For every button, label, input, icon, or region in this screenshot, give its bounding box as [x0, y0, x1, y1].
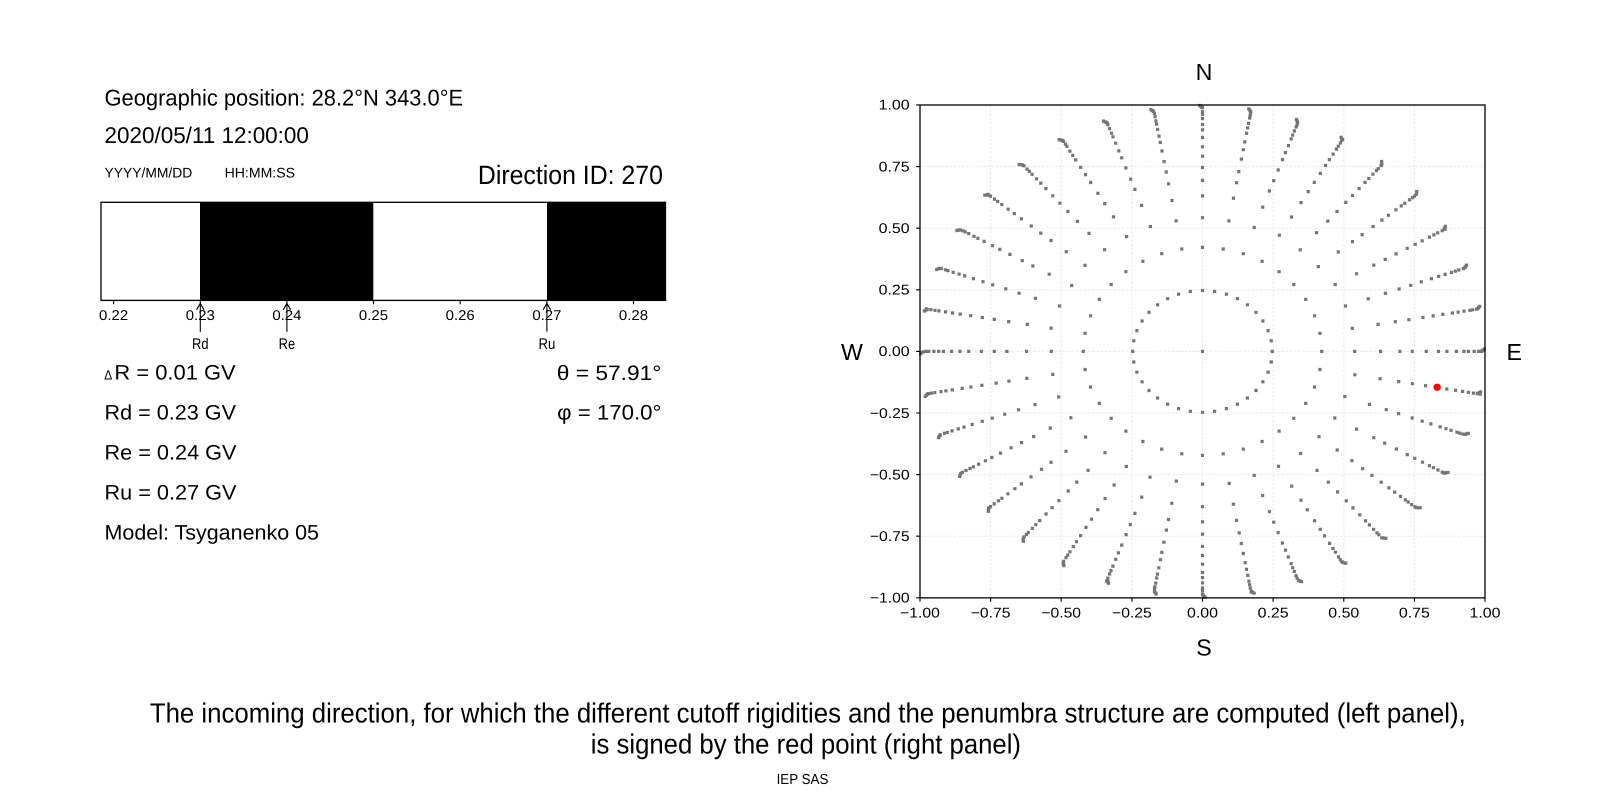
svg-text:HH:MM:SS: HH:MM:SS	[225, 165, 295, 181]
svg-text:Model: Tsyganenko 05: Model: Tsyganenko 05	[105, 522, 320, 545]
svg-text:−0.50: −0.50	[870, 467, 910, 483]
svg-text:−0.75: −0.75	[870, 529, 910, 545]
svg-text:N: N	[1196, 59, 1213, 85]
svg-text:0.28: 0.28	[619, 308, 648, 324]
svg-text:0.75: 0.75	[879, 159, 910, 175]
svg-text:θ = 57.91°: θ = 57.91°	[557, 362, 662, 385]
svg-text:−1.00: −1.00	[870, 591, 910, 607]
svg-text:YYYY/MM/DD: YYYY/MM/DD	[105, 165, 193, 181]
svg-text:Re = 0.24 GV: Re = 0.24 GV	[105, 442, 237, 465]
svg-text:−0.75: −0.75	[971, 605, 1011, 621]
svg-text:Ru: Ru	[539, 336, 556, 353]
svg-text:2020/05/11 12:00:00: 2020/05/11 12:00:00	[105, 122, 309, 148]
svg-text:is signed by the red point (ri: is signed by the red point (right panel)	[591, 729, 1021, 760]
svg-text:−0.50: −0.50	[1041, 605, 1081, 621]
svg-text:0.75: 0.75	[1399, 605, 1430, 621]
svg-text:S: S	[1196, 635, 1211, 661]
svg-text:0.26: 0.26	[446, 308, 475, 324]
svg-text:−0.25: −0.25	[1112, 605, 1152, 621]
svg-text:0.00: 0.00	[879, 344, 910, 360]
svg-text:Direction ID: 270: Direction ID: 270	[478, 160, 663, 190]
svg-text:0.50: 0.50	[879, 221, 910, 237]
svg-text:Rd: Rd	[192, 336, 209, 353]
svg-text:0.25: 0.25	[1258, 605, 1289, 621]
svg-text:−1.00: −1.00	[900, 605, 940, 621]
svg-text:∆R = 0.01 GV: ∆R = 0.01 GV	[105, 362, 236, 385]
svg-text:0.50: 0.50	[1328, 605, 1359, 621]
svg-text:0.25: 0.25	[879, 283, 910, 299]
svg-text:0.22: 0.22	[99, 308, 128, 324]
svg-text:W: W	[841, 339, 863, 365]
svg-text:Ru = 0.27 GV: Ru = 0.27 GV	[105, 482, 237, 505]
svg-text:φ = 170.0°: φ = 170.0°	[557, 402, 661, 425]
svg-text:0.00: 0.00	[1187, 605, 1218, 621]
svg-text:Rd = 0.23 GV: Rd = 0.23 GV	[105, 402, 237, 425]
svg-text:E: E	[1506, 339, 1521, 365]
svg-text:Re: Re	[279, 336, 296, 353]
svg-text:The incoming direction, for wh: The incoming direction, for which the di…	[150, 698, 1466, 729]
svg-text:1.00: 1.00	[879, 98, 910, 114]
svg-text:1.00: 1.00	[1470, 605, 1501, 621]
svg-text:0.25: 0.25	[359, 308, 388, 324]
svg-text:−0.25: −0.25	[870, 406, 910, 422]
svg-text:Geographic position: 28.2°N 34: Geographic position: 28.2°N 343.0°E	[105, 84, 464, 110]
svg-text:IEP SAS: IEP SAS	[777, 772, 829, 788]
